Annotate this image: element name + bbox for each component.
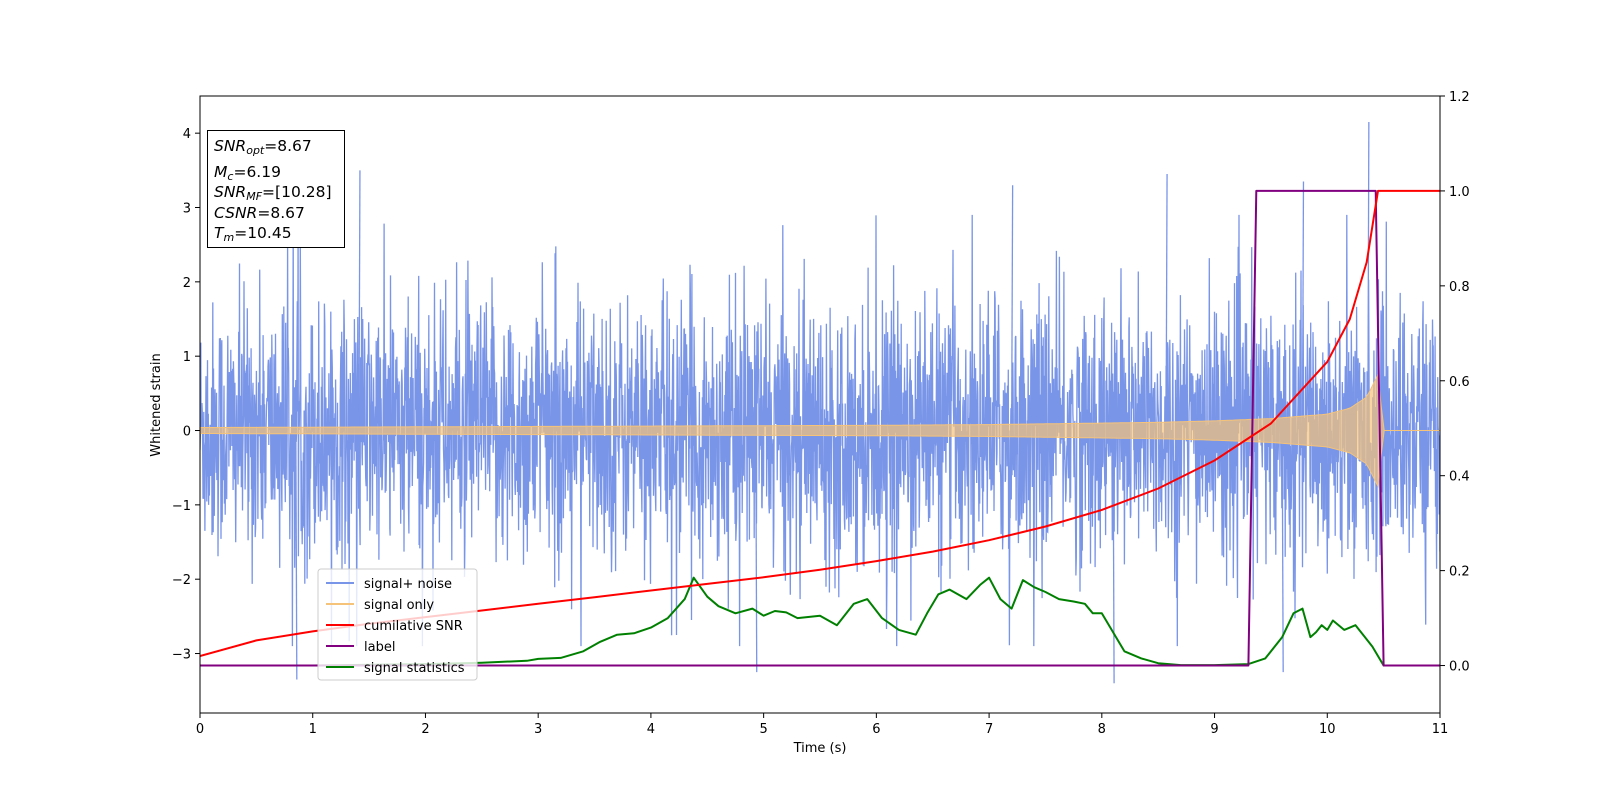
y2-tick-label-3: 0.6 <box>1449 375 1470 390</box>
series-signal-noise <box>200 214 1440 647</box>
legend-label-label: label <box>364 640 395 655</box>
y-tick-label-2: −1 <box>172 499 191 514</box>
y2-tick-label-6: 1.2 <box>1449 90 1470 105</box>
x-tick-label-9: 9 <box>1210 722 1218 737</box>
legend-frame <box>317 568 478 681</box>
x-tick-label-11: 11 <box>1432 722 1449 737</box>
x-tick-label-2: 2 <box>421 722 429 737</box>
series-label <box>200 189 1440 667</box>
chirp-mass-line: Mc=6.19 <box>214 162 281 183</box>
y-tick-label-4: 1 <box>183 350 191 365</box>
y2-tick-label-1: 0.2 <box>1449 565 1470 580</box>
legend-label-signal-noise: signal+ noise <box>364 577 452 592</box>
snr-info-box: SNRopt=8.67 Mc=6.19 SNRMF=[10.28] CSNR=8… <box>207 130 345 248</box>
x-tick-label-8: 8 <box>1098 722 1106 737</box>
y-tick-label-6: 3 <box>183 202 191 217</box>
legend-label-cumulative-snr: cumilative SNR <box>364 619 463 634</box>
legend-label-signal-statistics: signal statistics <box>364 661 465 676</box>
y2-tick-label-5: 1.0 <box>1449 185 1470 200</box>
noise-peak-5 <box>1112 430 1115 684</box>
series-signal-only <box>200 373 1440 489</box>
legend: signal+ noise signal only cumilative SNR… <box>317 568 478 681</box>
y-tick-label-5: 2 <box>183 276 191 291</box>
x-tick-label-10: 10 <box>1319 722 1336 737</box>
snr-mf-value: [10.28] <box>275 183 332 201</box>
x-tick-label-5: 5 <box>759 722 767 737</box>
x-tick-label-1: 1 <box>309 722 317 737</box>
axis-ticks: 0 1 2 3 4 5 6 7 8 9 10 11 −3 −2 −1 0 1 2 3 4 0.0 0.2 0.4 0.6 0.8… <box>172 90 1470 737</box>
merger-time-value: 10.45 <box>247 224 292 242</box>
y2-tick-label-2: 0.4 <box>1449 470 1470 485</box>
noise-peak-4 <box>1010 185 1014 431</box>
y-tick-label-0: −3 <box>172 648 191 663</box>
x-tick-label-4: 4 <box>647 722 655 737</box>
y-tick-label-7: 4 <box>183 127 191 142</box>
snr-opt-value: 8.67 <box>277 137 312 155</box>
noise-peak-8 <box>1281 430 1284 673</box>
y-tick-label-1: −2 <box>172 573 191 588</box>
noise-peak-7 <box>755 430 758 673</box>
snr-mf-line: SNRMF=[10.28] <box>214 183 332 203</box>
x-tick-label-0: 0 <box>196 722 204 737</box>
noise-peak-2 <box>1165 174 1168 431</box>
csnr-value: 8.67 <box>270 203 305 222</box>
merger-time-line: Tm=10.45 <box>214 224 292 244</box>
x-tick-label-6: 6 <box>872 722 880 737</box>
y-tick-label-3: 0 <box>183 425 191 440</box>
snr-opt-line: SNRopt=8.67 <box>214 137 312 157</box>
legend-label-signal-only: signal only <box>364 598 434 613</box>
plot-frame <box>199 95 1441 714</box>
noise-peak-0 <box>1367 122 1370 431</box>
y2-tick-label-0: 0.0 <box>1449 660 1470 675</box>
x-tick-label-7: 7 <box>985 722 993 737</box>
y-axis-label: Whitened strain <box>149 353 164 456</box>
series-signal-statistics <box>200 576 1440 667</box>
noise-peak-1 <box>358 170 361 431</box>
chirp-mass-value: 6.19 <box>246 162 281 181</box>
csnr-line: CSNR=8.67 <box>214 203 305 222</box>
x-axis-label: Time (s) <box>793 741 847 756</box>
y2-tick-label-4: 0.8 <box>1449 280 1470 295</box>
noise-peak-6 <box>295 430 298 680</box>
x-tick-label-3: 3 <box>534 722 542 737</box>
